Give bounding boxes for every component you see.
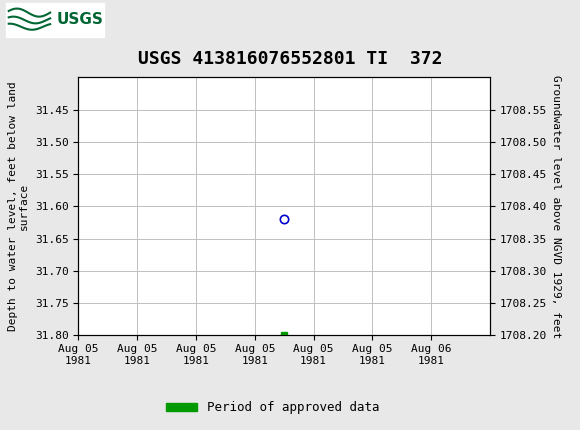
Y-axis label: Groundwater level above NGVD 1929, feet: Groundwater level above NGVD 1929, feet [551,75,561,338]
Y-axis label: Depth to water level, feet below land
surface: Depth to water level, feet below land su… [8,82,29,331]
Text: USGS 413816076552801 TI  372: USGS 413816076552801 TI 372 [138,50,442,68]
Legend: Period of approved data: Period of approved data [161,396,385,419]
Text: USGS: USGS [57,12,104,28]
FancyBboxPatch shape [6,3,104,37]
